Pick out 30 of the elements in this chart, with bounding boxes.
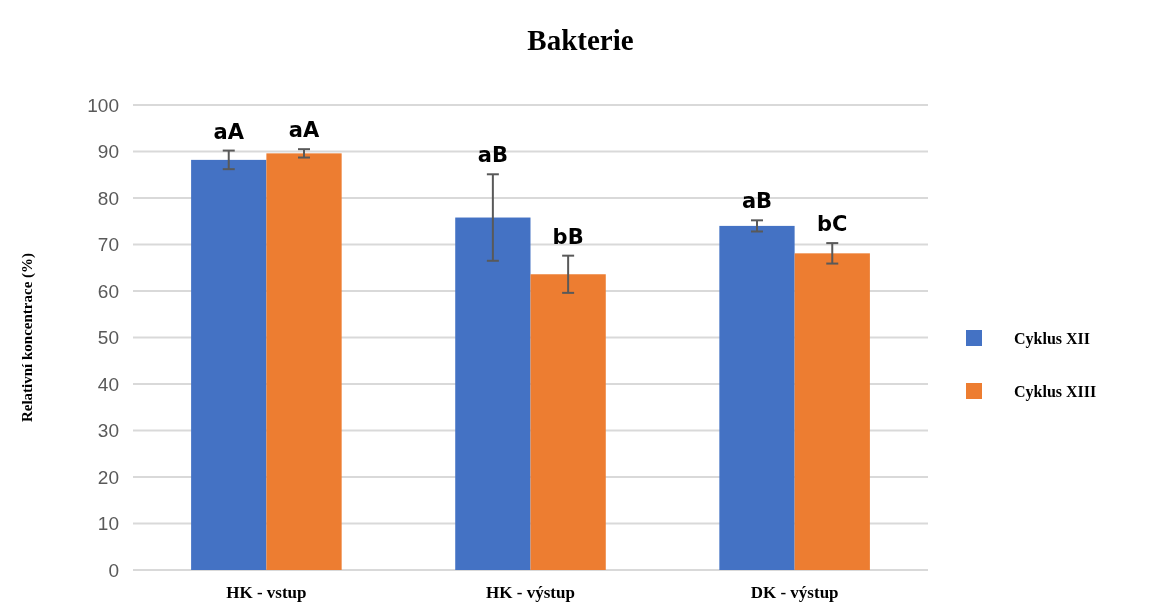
- bar: [266, 153, 342, 570]
- y-tick-label: 80: [97, 187, 119, 209]
- bar: [794, 253, 870, 570]
- y-tick-label: 100: [87, 94, 119, 116]
- y-tick-label: 70: [97, 234, 119, 256]
- data-label: aB: [477, 143, 508, 168]
- data-label: aB: [741, 189, 773, 214]
- bar: [191, 159, 267, 570]
- data-label: aA: [288, 118, 320, 143]
- bar: [719, 225, 795, 570]
- y-tick-label: 60: [97, 280, 119, 302]
- data-label: bB: [552, 224, 584, 249]
- x-tick-label: HK - výstup: [486, 583, 575, 602]
- y-tick-label: 90: [97, 141, 119, 163]
- bar: [530, 274, 606, 570]
- x-tick-label: DK - výstup: [750, 583, 839, 602]
- y-tick-label: 10: [97, 513, 119, 535]
- y-tick-label: 30: [97, 420, 119, 442]
- chart-title: Bakterie: [527, 24, 634, 56]
- legend-label: Cyklus XII: [1014, 329, 1091, 348]
- y-tick-label: 20: [97, 466, 119, 488]
- y-tick-label: 40: [97, 373, 119, 395]
- data-label: bC: [817, 212, 848, 237]
- x-tick-label: HK - vstup: [226, 583, 307, 602]
- y-tick-label: 0: [108, 559, 119, 581]
- legend-label: Cyklus XIII: [1014, 382, 1097, 401]
- y-axis-title: Relativní koncentrace (%): [19, 252, 36, 423]
- bar: [455, 217, 531, 570]
- y-tick-label: 50: [97, 327, 119, 349]
- data-label: aA: [213, 119, 245, 144]
